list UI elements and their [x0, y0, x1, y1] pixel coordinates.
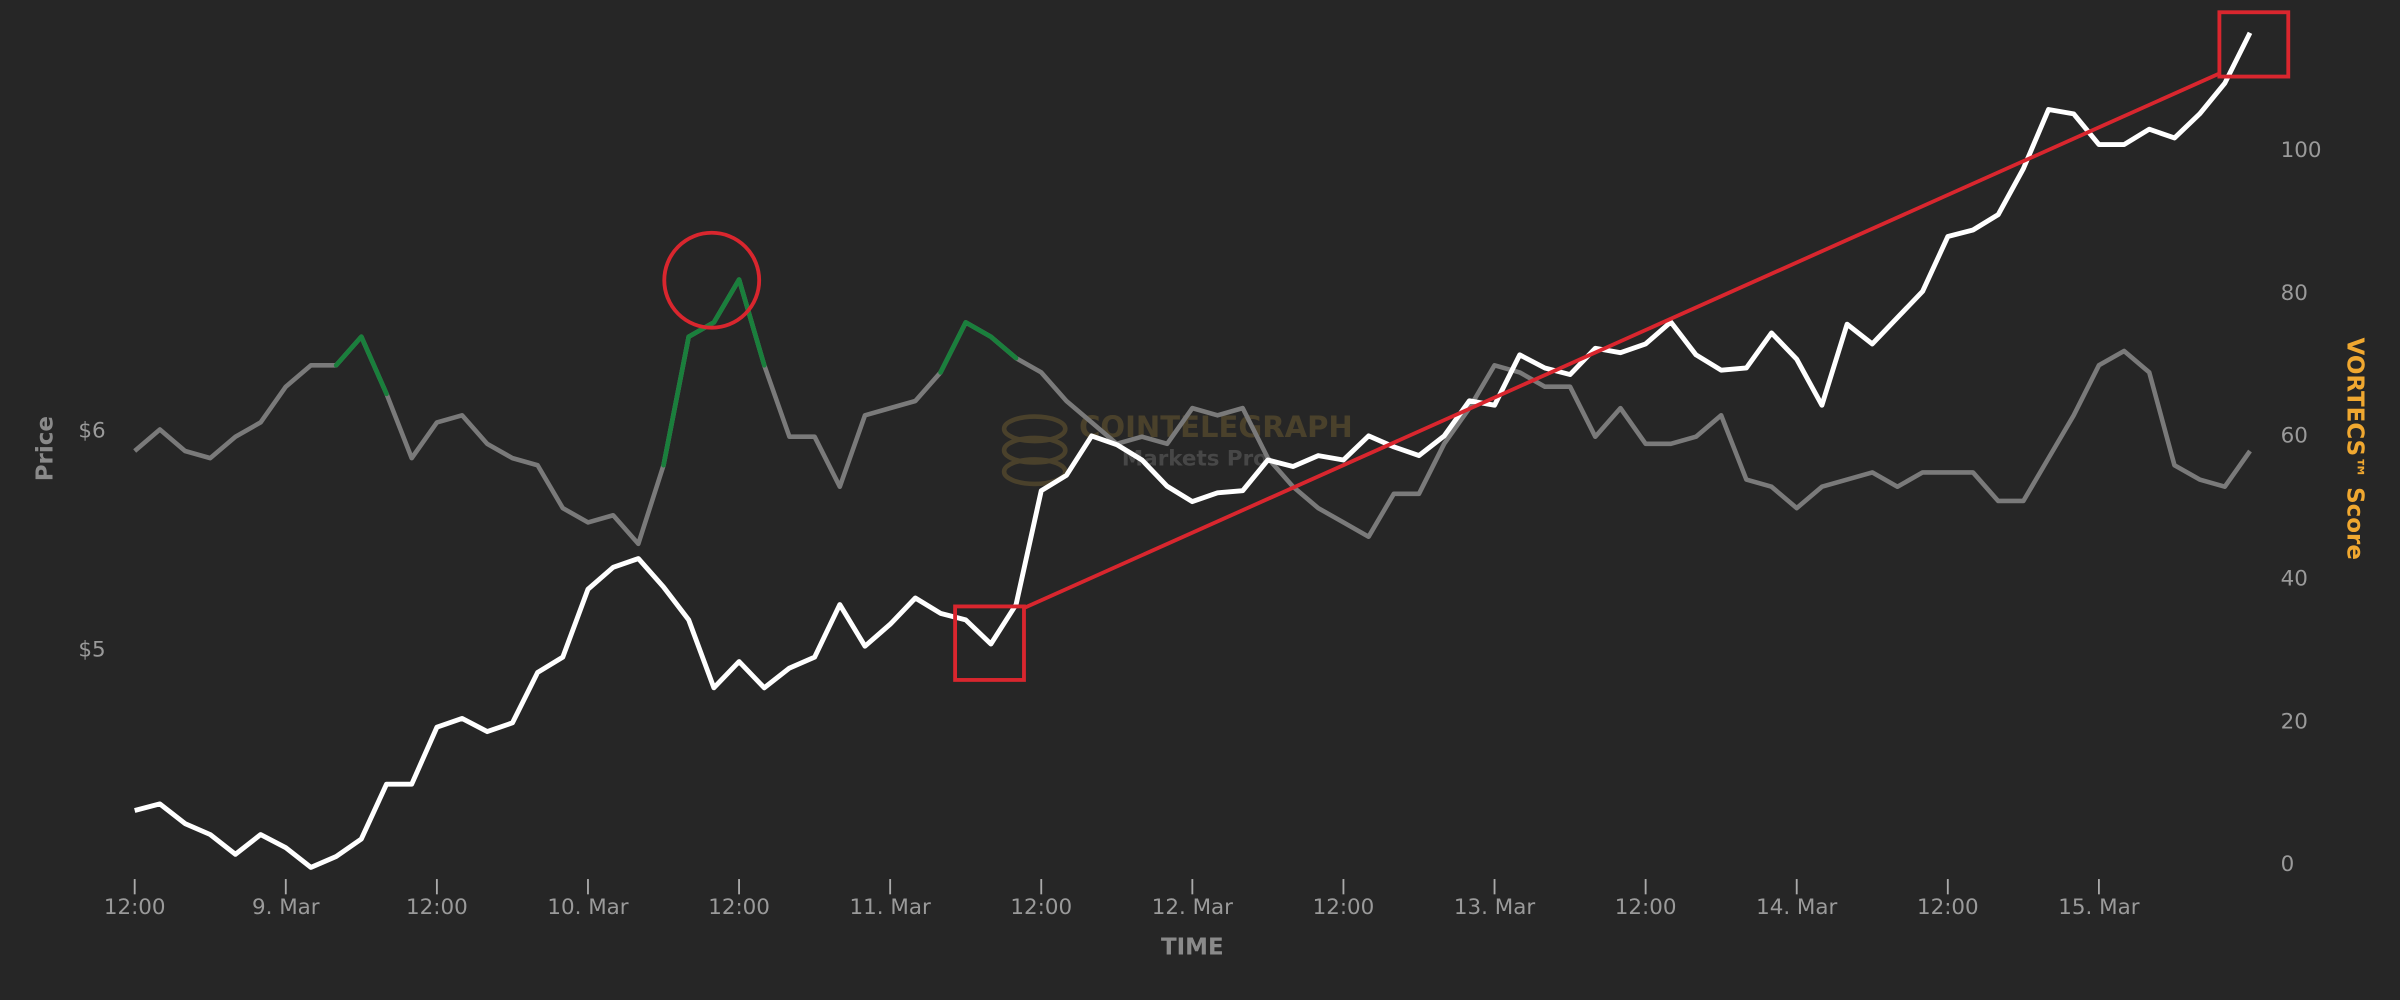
- x-tick-label: 12. Mar: [1152, 895, 1233, 920]
- x-tick-label: 14. Mar: [1756, 895, 1837, 920]
- x-tick-label: 12:00: [1010, 895, 1072, 920]
- series-line: [133, 277, 2252, 547]
- highlight-box: [2217, 10, 2291, 79]
- highlight-segment: [333, 334, 364, 368]
- x-tick-label: 12:00: [1615, 895, 1677, 920]
- watermark: COINTELEGRAPH Markets Pro: [1001, 410, 1353, 487]
- highlight-box: [953, 604, 1026, 682]
- y2-tick-label: 40: [2281, 567, 2308, 592]
- watermark-logo: [1001, 435, 1068, 465]
- highlight-circle: [662, 230, 762, 330]
- highlight-segment: [661, 334, 691, 468]
- x-tick-label: 15. Mar: [2058, 895, 2139, 920]
- y2-tick-label: 0: [2281, 852, 2295, 877]
- trend-line: [1023, 71, 2221, 610]
- x-tick-label: 12:00: [1917, 895, 1979, 920]
- x-tick-label: 12:00: [708, 895, 770, 920]
- highlight-segment: [736, 277, 767, 368]
- x-tick-label: 12:00: [104, 895, 166, 920]
- y-axis-label: Price: [32, 416, 58, 481]
- x-tick-label: 12:00: [406, 895, 468, 920]
- watermark-logo: [1001, 457, 1068, 487]
- y-tick-label: $6: [78, 419, 105, 444]
- highlight-segment: [963, 320, 994, 340]
- highlight-segment: [359, 334, 389, 397]
- x-tick-label: 10. Mar: [547, 895, 628, 920]
- plot-area: [133, 31, 2253, 870]
- series-line: [134, 31, 2253, 870]
- x-tick-label: 13. Mar: [1454, 895, 1535, 920]
- x-tick-label: 11. Mar: [850, 895, 931, 920]
- annotations: [662, 10, 2291, 682]
- y2-tick-label: 60: [2281, 424, 2308, 449]
- watermark-logo: [1001, 414, 1068, 444]
- x-tick-label: 9. Mar: [252, 895, 320, 920]
- x-axis-label: TIME: [1161, 934, 1224, 960]
- highlight-segment: [686, 320, 717, 340]
- y-tick-label: $5: [78, 638, 105, 663]
- x-tick-label: 12:00: [1313, 895, 1375, 920]
- highlight-segment: [711, 277, 742, 325]
- highlight-segment: [938, 320, 969, 375]
- y2-tick-label: 80: [2281, 281, 2308, 306]
- y2-axis-label: VORTECS™ Score: [2342, 337, 2368, 559]
- y2-tick-label: 100: [2281, 138, 2322, 163]
- y2-tick-label: 20: [2281, 709, 2308, 734]
- highlight-segment: [988, 334, 1019, 361]
